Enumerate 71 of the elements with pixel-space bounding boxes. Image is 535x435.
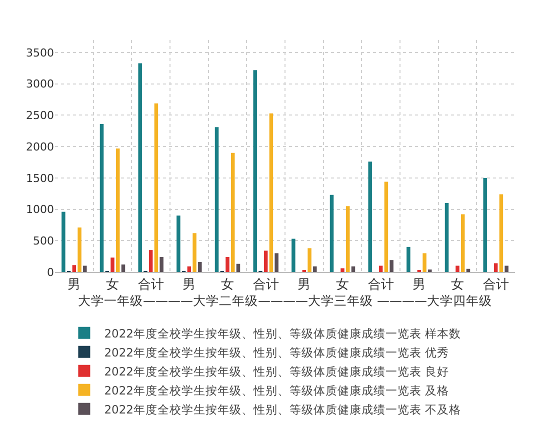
y-tick-label: 1000 — [26, 203, 54, 216]
x-tick-label: 合计 — [252, 278, 279, 293]
bar — [100, 124, 104, 272]
x-tick-label: 男 — [68, 278, 81, 293]
x-tick-label: 合计 — [482, 278, 509, 293]
legend-label: 2022年度全校学生按年级、性别、等级体质健康成绩一览表 优秀 — [104, 345, 450, 360]
bar — [368, 162, 372, 272]
bar — [351, 266, 356, 272]
bar — [138, 63, 142, 272]
bar — [148, 250, 153, 272]
bar — [422, 253, 426, 272]
y-tick-label: 1500 — [26, 172, 54, 185]
bar — [214, 127, 219, 272]
bar — [346, 206, 350, 272]
bar — [499, 194, 504, 272]
y-tick-label: 0 — [47, 266, 54, 279]
bar — [444, 203, 449, 272]
bar — [192, 233, 196, 272]
legend-label: 2022年度全校学生按年级、性别、等级体质健康成绩一览表 样本数 — [104, 326, 462, 340]
bar — [230, 152, 235, 272]
bar — [269, 113, 274, 272]
y-tick-label: 3500 — [26, 46, 54, 60]
y-tick-label: 2500 — [26, 109, 54, 122]
bar — [378, 266, 383, 272]
x-tick-label: 合计 — [368, 278, 394, 293]
bar — [187, 266, 192, 272]
bar — [313, 266, 317, 272]
bar — [494, 263, 498, 272]
bar — [483, 178, 487, 272]
x-tick-label: 女 — [451, 278, 464, 293]
bar — [121, 264, 126, 272]
bar — [264, 250, 268, 272]
legend-label: 2022年度全校学生按年级、性别、等级体质健康成绩一览表 及格 — [104, 383, 450, 398]
bar — [160, 256, 164, 272]
bar — [340, 268, 344, 272]
bar — [253, 70, 257, 272]
bar — [330, 194, 334, 272]
x-tick-label: 女 — [336, 278, 349, 293]
bar — [154, 103, 158, 272]
bar — [110, 258, 114, 272]
bar — [78, 227, 82, 272]
bar — [308, 248, 312, 272]
y-tick-label: 500 — [33, 234, 54, 248]
bar — [116, 148, 120, 272]
bar — [292, 238, 296, 272]
bar — [198, 262, 202, 272]
bar — [406, 246, 410, 272]
bar — [504, 266, 508, 272]
bar — [62, 212, 66, 272]
legend-label: 2022年度全校学生按年级、性别、等级体质健康成绩一览表 不及格 — [104, 402, 462, 416]
bar — [456, 266, 460, 272]
bar — [226, 256, 230, 272]
bar — [72, 265, 76, 272]
y-tick-label: 3000 — [26, 78, 54, 91]
x-tick-label: 男 — [298, 278, 311, 293]
bar — [384, 182, 388, 272]
y-tick-label: 2000 — [26, 140, 54, 154]
bar — [428, 269, 432, 272]
x-tick-label: 合计 — [138, 278, 164, 293]
legend-label: 2022年度全校学生按年级、性别、等级体质健康成绩一览表 良好 — [104, 364, 450, 378]
x-tick-label: 男 — [412, 278, 426, 293]
bar — [176, 216, 180, 272]
x-tick-label: 女 — [106, 278, 119, 293]
x-axis-title: 大学一年级————大学二年级————大学三年级 ————大学四年级 — [78, 292, 492, 308]
bar — [460, 214, 465, 272]
bar — [83, 266, 87, 272]
bar — [390, 260, 394, 272]
x-tick-label: 女 — [221, 278, 234, 293]
bar — [236, 264, 240, 272]
bar — [274, 253, 278, 272]
x-tick-label: 男 — [182, 278, 196, 293]
